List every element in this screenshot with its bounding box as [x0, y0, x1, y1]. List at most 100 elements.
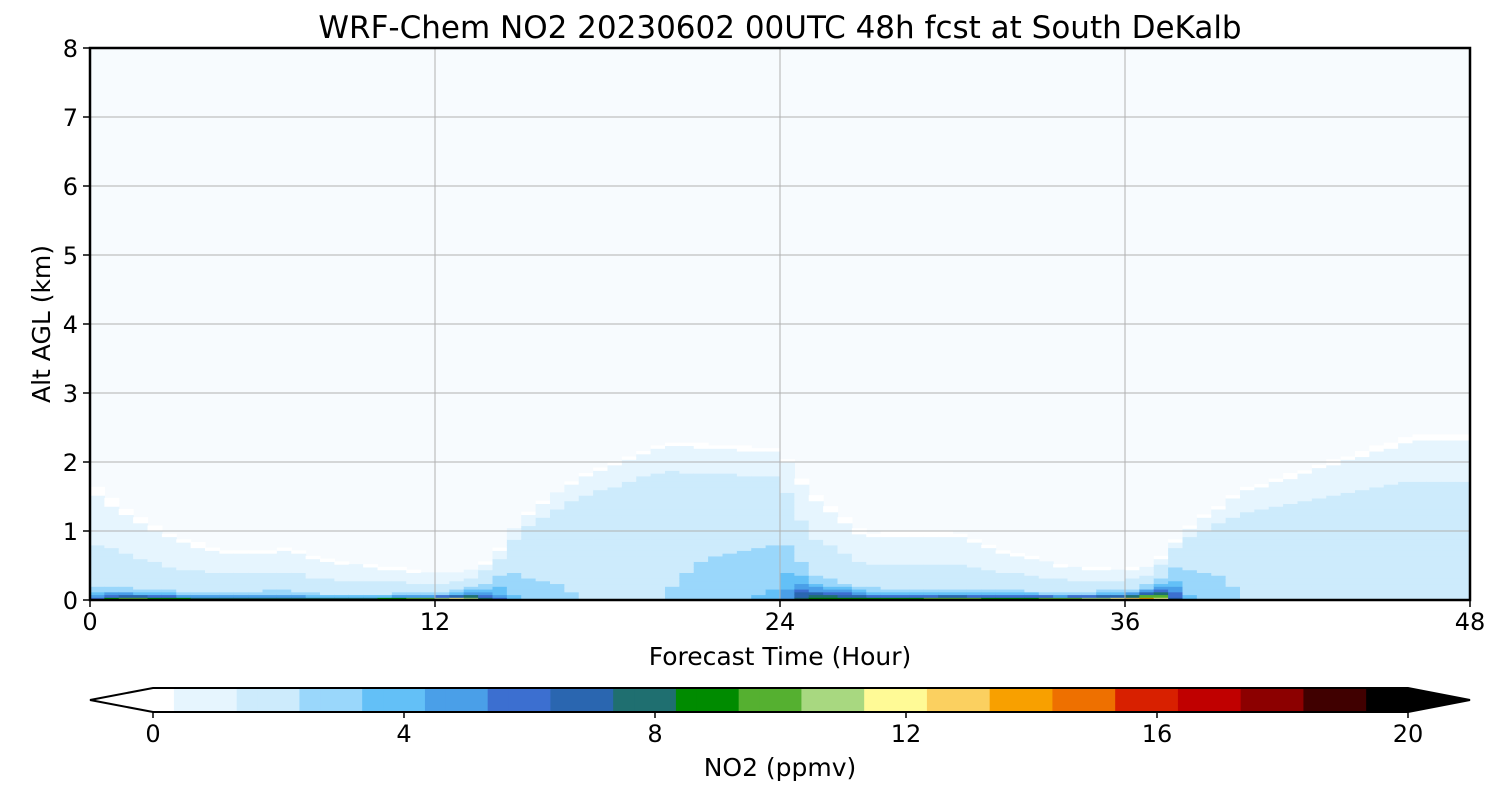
- heat-cell: [1240, 531, 1255, 535]
- heat-cell: [1225, 564, 1241, 568]
- heat-cell: [1240, 544, 1255, 549]
- heat-cell: [1455, 497, 1470, 502]
- heat-cell: [851, 572, 867, 576]
- heat-cell: [1225, 511, 1241, 516]
- heat-cell: [650, 558, 666, 562]
- heat-cell: [478, 594, 494, 598]
- heat-cell: [736, 462, 752, 466]
- heat-cell: [693, 453, 709, 458]
- heat-cell: [176, 547, 192, 551]
- heat-cell: [1283, 497, 1299, 502]
- heat-cell: [1254, 486, 1270, 491]
- heat-cell: [478, 575, 494, 579]
- heat-cell: [248, 569, 264, 573]
- heat-cell: [966, 542, 982, 546]
- heat-cell: [909, 547, 925, 551]
- colorbar-segment: [550, 688, 572, 712]
- heat-cell: [1225, 566, 1241, 571]
- heat-cell: [161, 566, 177, 571]
- heat-cell: [564, 583, 580, 587]
- heat-cell: [1441, 475, 1457, 480]
- heat-cell: [391, 594, 407, 598]
- colorbar-segment: [1136, 688, 1158, 712]
- heat-cell: [1240, 495, 1255, 499]
- heat-cell: [1441, 514, 1457, 518]
- heat-cell: [607, 475, 623, 480]
- heat-cell: [923, 553, 939, 557]
- heat-cell: [506, 591, 522, 596]
- heat-cell: [133, 547, 149, 551]
- heat-cell: [808, 497, 824, 502]
- heat-cell: [1311, 486, 1327, 491]
- heat-cell: [1268, 553, 1284, 557]
- heat-cell: [736, 453, 752, 458]
- heat-cell: [1412, 597, 1428, 600]
- heat-cell: [1268, 503, 1284, 507]
- heat-cell: [1426, 575, 1442, 579]
- heat-cell: [823, 594, 839, 598]
- heat-cell: [751, 539, 767, 543]
- heat-cell: [1240, 558, 1255, 562]
- heat-cell: [90, 533, 105, 538]
- heat-cell: [1398, 564, 1414, 568]
- heat-cell: [564, 564, 580, 568]
- heat-cell: [1455, 564, 1470, 568]
- heat-cell: [506, 588, 522, 593]
- heat-cell: [621, 594, 637, 598]
- heat-cell: [492, 577, 508, 582]
- heat-cell: [636, 577, 652, 582]
- heat-cell: [794, 519, 810, 524]
- heat-cell: [708, 572, 724, 576]
- heat-cell: [147, 547, 163, 551]
- heat-cell: [1383, 577, 1399, 582]
- heat-cell: [104, 572, 120, 576]
- heat-cell: [406, 583, 422, 587]
- heat-cell: [1412, 450, 1428, 455]
- heat-cell: [1225, 575, 1241, 579]
- heat-cell: [621, 569, 637, 573]
- heat-cell: [794, 503, 810, 507]
- colorbar-segment: [487, 688, 510, 712]
- heat-cell: [1110, 580, 1126, 585]
- heat-cell: [1311, 506, 1327, 510]
- heat-cell: [1225, 591, 1241, 596]
- heat-cell: [147, 531, 163, 535]
- heat-cell: [1441, 547, 1457, 551]
- heat-cell: [765, 508, 781, 513]
- heat-cell: [636, 508, 652, 513]
- heat-cell: [823, 553, 839, 557]
- heat-cell: [880, 536, 896, 540]
- heat-cell: [866, 591, 882, 596]
- heat-cell: [1168, 597, 1184, 600]
- heat-cell: [1139, 594, 1155, 598]
- heat-cell: [1182, 558, 1198, 562]
- heat-cell: [578, 517, 594, 521]
- heat-cell: [492, 572, 508, 576]
- heat-cell: [765, 553, 781, 557]
- heat-cell: [564, 497, 580, 502]
- heat-cell: [981, 544, 997, 549]
- heat-cell: [808, 569, 824, 573]
- heat-cell: [1383, 467, 1399, 471]
- heat-cell: [1326, 566, 1342, 571]
- heat-cell: [1412, 583, 1428, 587]
- heat-cell: [909, 544, 925, 549]
- heat-cell: [1297, 517, 1313, 521]
- heat-cell: [1125, 597, 1140, 600]
- heat-cell: [578, 558, 594, 562]
- heat-cell: [1211, 594, 1227, 598]
- heat-cell: [492, 558, 508, 562]
- heat-cell: [1283, 572, 1299, 576]
- heat-cell: [794, 514, 810, 518]
- heat-cell: [636, 555, 652, 560]
- heat-cell: [363, 569, 379, 573]
- heat-cell: [1326, 528, 1342, 532]
- heat-cell: [909, 539, 925, 543]
- colorbar-segment: [1303, 688, 1325, 712]
- heat-cell: [708, 528, 724, 532]
- heat-cell: [1455, 577, 1470, 582]
- heat-cell: [1297, 514, 1313, 518]
- heat-cell: [665, 500, 680, 504]
- heat-cell: [1024, 561, 1040, 565]
